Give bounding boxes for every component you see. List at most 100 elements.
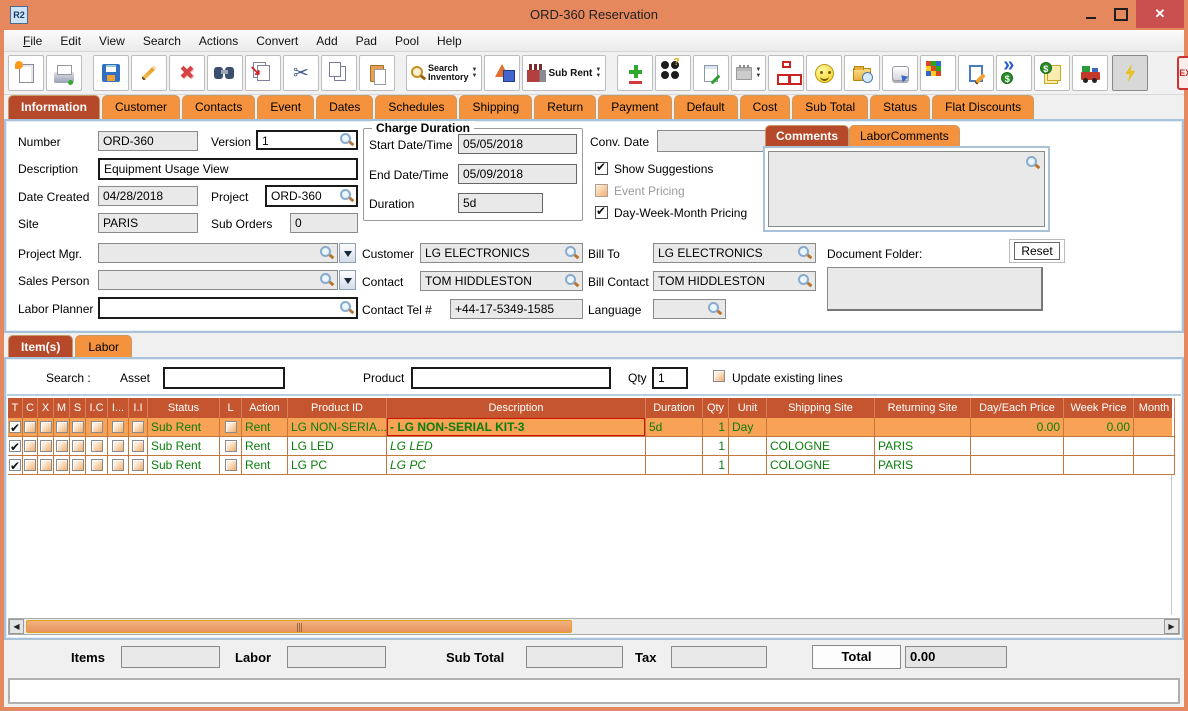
cell-flag-x-checkbox[interactable] [39,440,52,452]
contact-field[interactable]: TOM HIDDLESTON [420,271,583,291]
cell-week-price[interactable]: 0.00 [1064,418,1134,437]
cell-flag-i-i-checkbox[interactable] [132,459,144,471]
cell-flag-t-checkbox[interactable] [9,438,21,455]
cell-flag-i-i[interactable] [129,456,148,475]
cell-flag-c-checkbox[interactable] [24,421,36,433]
cell-month-price[interactable] [1134,437,1175,456]
cell-day-each-price[interactable]: 0.00 [971,418,1064,437]
scroll-left-icon[interactable]: ◀ [9,619,24,634]
tab-return[interactable]: Return [534,95,597,119]
column-header-m[interactable]: M [54,398,70,418]
project-field[interactable]: ORD-360 [265,185,358,207]
calendar-dropdown-icon[interactable] [755,67,761,79]
find-button[interactable] [207,55,243,91]
cell-status[interactable]: Sub Rent [148,437,220,456]
cell-flag-c[interactable] [23,456,38,475]
cell-flag-s[interactable] [70,456,86,475]
menu-edit[interactable]: Edit [60,33,82,48]
column-header-c[interactable]: C [23,398,38,418]
sub-rent-button[interactable]: Sub Rent [522,55,607,91]
column-header-week-price[interactable]: Week Price [1064,398,1134,418]
cell-flag-c-checkbox[interactable] [24,440,36,452]
tab-contacts[interactable]: Contacts [182,95,256,119]
tab-customer[interactable]: Customer [102,95,181,119]
cell-flag-l[interactable] [220,437,242,456]
column-header-product-id[interactable]: Product ID [288,398,387,418]
tab-labor[interactable]: Labor [75,335,133,359]
cell-flag-s[interactable] [70,418,86,437]
cell-flag-m[interactable] [54,456,70,475]
cell-flag-i[interactable] [108,437,129,456]
cell-flag-t[interactable] [8,437,23,456]
cell-day-each-price[interactable] [971,456,1064,475]
version-search-icon[interactable] [340,132,354,146]
search-inventory-button[interactable]: Search Inventory [406,55,483,91]
day-week-month-checkbox[interactable] [595,204,608,219]
convert-currency-button[interactable] [996,55,1033,91]
maximize-button-icon[interactable] [1106,0,1136,28]
cell-flag-i-i-checkbox[interactable] [132,421,144,433]
column-header-i-c[interactable]: I.C [86,398,108,418]
folder-history-button[interactable] [844,55,881,91]
date-created-field[interactable]: 04/28/2018 [98,186,198,206]
cell-flag-t[interactable] [8,456,23,475]
bill-contact-search-icon[interactable] [798,273,812,287]
cell-flag-i-i[interactable] [129,437,148,456]
tab-status[interactable]: Status [870,95,931,119]
cell-qty[interactable]: 1 [703,456,729,475]
cell-flag-l-checkbox[interactable] [224,459,237,471]
delete-button[interactable] [169,55,205,91]
quick-action-button[interactable] [1112,55,1149,91]
cell-flag-i[interactable] [108,456,129,475]
scroll-right-icon[interactable]: ▶ [1164,619,1179,634]
menu-file[interactable]: File [23,33,43,48]
cell-flag-c[interactable] [23,437,38,456]
column-header-description[interactable]: Description [387,398,646,418]
cell-week-price[interactable] [1064,456,1134,475]
cell-flag-s-checkbox[interactable] [71,440,84,452]
tab-shipping[interactable]: Shipping [459,95,533,119]
add-line-button[interactable] [617,55,654,91]
minimize-button-icon[interactable] [1076,0,1106,28]
close-button-icon[interactable] [1136,0,1184,28]
cell-flag-s[interactable] [70,437,86,456]
tab-cost[interactable]: Cost [739,95,791,119]
cell-action[interactable]: Rent [242,437,288,456]
tab-labor-comments[interactable]: LaborComments [849,125,960,146]
help-options-button[interactable] [655,55,692,91]
cell-flag-c[interactable] [23,418,38,437]
cell-flag-x-checkbox[interactable] [39,459,52,471]
paste-button[interactable] [359,55,395,91]
contact-tel-field[interactable]: +44-17-5349-1585 [450,299,583,319]
cell-flag-i-c-checkbox[interactable] [90,459,103,471]
tab-dates[interactable]: Dates [316,95,374,119]
paste-special-button[interactable] [245,55,281,91]
tab-items[interactable]: Item(s) [8,335,74,359]
cell-unit[interactable]: Day [729,418,767,437]
smiley-button[interactable] [806,55,843,91]
menu-pool[interactable]: Pool [394,33,420,48]
exit-button[interactable]: EXIT [1177,56,1188,90]
cell-description[interactable]: - LG NON-SERIAL KIT-3 [387,418,646,437]
column-header-action[interactable]: Action [242,398,288,418]
end-date-field[interactable]: 05/09/2018 [458,164,577,184]
conv-date-field[interactable] [657,130,775,152]
cell-flag-s-checkbox[interactable] [71,421,84,433]
cell-action[interactable]: Rent [242,456,288,475]
shortcut-key-button[interactable] [882,55,919,91]
cell-flag-l-checkbox[interactable] [224,421,237,433]
project-mgr-search-icon[interactable] [320,245,334,259]
menu-add[interactable]: Add [316,33,338,48]
menu-actions[interactable]: Actions [198,33,239,48]
cell-flag-i-checkbox[interactable] [112,459,124,471]
sales-person-dropdown-button[interactable] [339,270,356,290]
cell-action[interactable]: Rent [242,418,288,437]
column-header-s[interactable]: S [70,398,86,418]
cell-duration[interactable]: 5d [646,418,703,437]
cell-month-price[interactable] [1134,418,1175,437]
cell-shipping-site[interactable]: COLOGNE [767,437,875,456]
cell-returning-site[interactable] [875,418,971,437]
comments-textarea[interactable] [768,151,1045,227]
